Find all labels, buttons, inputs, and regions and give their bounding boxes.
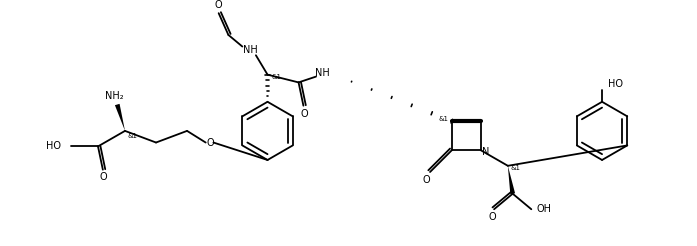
Text: HO: HO xyxy=(46,141,61,151)
Polygon shape xyxy=(115,104,125,131)
Text: O: O xyxy=(300,109,308,119)
Text: OH: OH xyxy=(537,204,551,214)
Text: &1: &1 xyxy=(128,133,138,139)
Text: &1: &1 xyxy=(439,116,449,122)
Text: &1: &1 xyxy=(271,74,282,80)
Text: NH₂: NH₂ xyxy=(105,91,123,101)
Text: &1: &1 xyxy=(511,165,521,171)
Text: NH: NH xyxy=(243,46,257,55)
Text: O: O xyxy=(99,172,107,183)
Text: N: N xyxy=(482,147,489,157)
Text: O: O xyxy=(207,138,215,149)
Text: HO: HO xyxy=(608,79,623,89)
Text: NH: NH xyxy=(316,68,330,78)
Polygon shape xyxy=(508,166,515,194)
Text: O: O xyxy=(215,0,222,10)
Text: O: O xyxy=(422,175,430,185)
Text: O: O xyxy=(489,212,496,222)
